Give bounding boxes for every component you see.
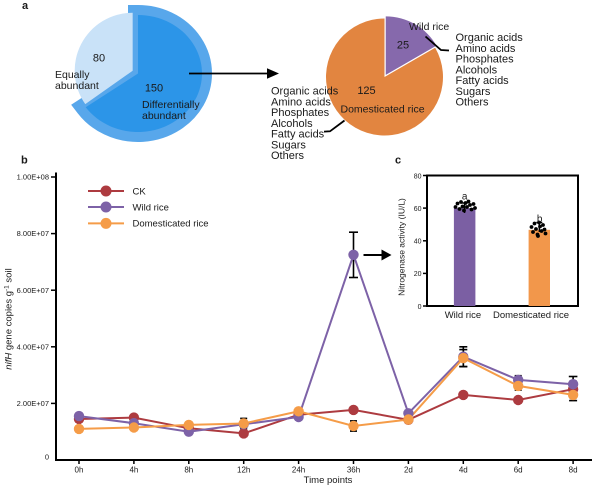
svg-text:a: a [462,192,468,203]
svg-text:b: b [537,214,543,225]
svg-text:0h: 0h [75,466,84,475]
svg-text:Organic acids: Organic acids [456,32,524,44]
svg-text:24h: 24h [292,466,305,475]
svg-text:Amino acids: Amino acids [456,43,516,55]
svg-text:4d: 4d [459,466,468,475]
svg-text:40: 40 [414,239,422,246]
svg-text:c: c [395,155,401,167]
svg-text:abundant: abundant [55,80,99,92]
svg-text:125: 125 [357,85,375,97]
svg-text:6.00E+07: 6.00E+07 [17,286,49,295]
svg-text:4h: 4h [129,466,138,475]
svg-text:0: 0 [418,304,422,311]
svg-text:Organic acids: Organic acids [271,86,339,98]
svg-text:Domesticated rice: Domesticated rice [341,104,425,116]
svg-text:25: 25 [397,40,409,52]
svg-text:36h: 36h [347,466,360,475]
svg-text:8.00E+07: 8.00E+07 [17,229,49,238]
svg-text:a: a [22,0,29,12]
svg-text:1.00E+08: 1.00E+08 [17,173,49,182]
svg-text:Time points: Time points [304,475,353,486]
svg-text:Differentially: Differentially [142,99,200,111]
svg-text:Domesticated rice: Domesticated rice [133,219,209,230]
svg-text:abundant: abundant [142,110,186,122]
svg-text:Wild rice: Wild rice [409,21,449,33]
svg-text:Phosphates: Phosphates [456,54,515,66]
svg-text:Others: Others [271,150,305,162]
svg-text:2d: 2d [404,466,413,475]
svg-text:Alcohols: Alcohols [456,64,498,76]
svg-text:Equally: Equally [55,69,90,81]
svg-text:150: 150 [145,83,163,95]
svg-text:Nitrogenase activity (IU/L): Nitrogenase activity (IU/L) [397,198,407,296]
svg-text:2.00E+07: 2.00E+07 [17,399,49,408]
svg-text:Domesticated rice: Domesticated rice [493,310,569,321]
svg-text:Others: Others [456,97,490,109]
svg-text:60: 60 [414,206,422,213]
svg-text:4.00E+07: 4.00E+07 [17,342,49,351]
svg-text:80: 80 [414,173,422,180]
svg-text:Sugars: Sugars [456,86,491,98]
svg-text:80: 80 [93,53,105,65]
svg-text:Fatty acids: Fatty acids [456,75,510,87]
svg-text:b: b [21,155,28,167]
svg-text:Alcohols: Alcohols [271,118,313,130]
svg-text:8d: 8d [569,466,578,475]
svg-text:Wild rice: Wild rice [445,310,481,321]
svg-text:0: 0 [45,453,49,462]
svg-text:Amino acids: Amino acids [271,96,331,108]
svg-text:Wild rice: Wild rice [133,202,169,213]
svg-text:Fatty acids: Fatty acids [271,129,325,141]
svg-text:6d: 6d [514,466,523,475]
svg-text:12h: 12h [237,466,250,475]
svg-text:Phosphates: Phosphates [271,107,330,119]
svg-text:20: 20 [414,271,422,278]
svg-text:nifH gene copies g-1 soil: nifH gene copies g-1 soil [3,268,15,369]
svg-text:8h: 8h [184,466,193,475]
svg-text:CK: CK [133,186,147,197]
svg-text:Sugars: Sugars [271,139,306,151]
